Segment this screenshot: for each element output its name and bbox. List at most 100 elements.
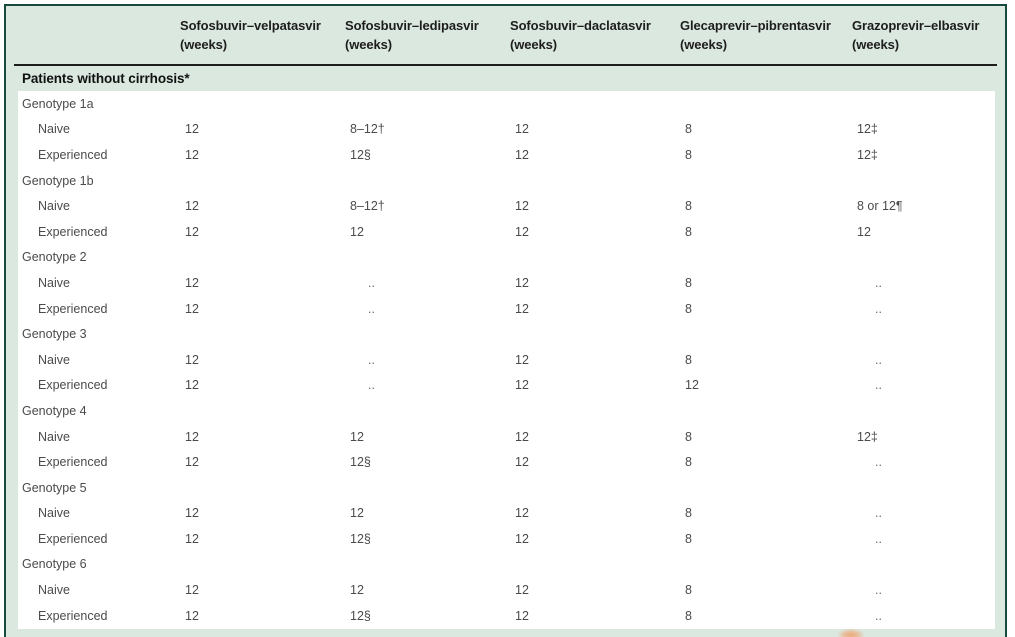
cell-value: 12§ — [350, 147, 371, 162]
cell-value: 12 — [515, 583, 529, 598]
genotype-group-row: Genotype 5 — [18, 475, 995, 501]
cell-value: 8 — [685, 275, 692, 290]
cell-value: 12 — [350, 506, 364, 521]
cell-value: 12 — [185, 147, 199, 162]
column-header-sofosbuvir-daclatasvir: Sofosbuvir–daclatasvir (weeks) — [510, 16, 680, 64]
table-row: Naive 12 12 12 8 12‡ — [18, 424, 995, 450]
genotype-group-label: Genotype 5 — [22, 480, 87, 495]
column-header-row: Sofosbuvir–velpatasvir (weeks) Sofosbuvi… — [6, 6, 1005, 64]
cell-value: 8 — [685, 583, 692, 598]
cell-value: 12 — [515, 455, 529, 470]
column-header-name: Sofosbuvir–ledipasvir — [345, 18, 479, 33]
row-label: Naive — [38, 506, 70, 521]
cell-value: 12 — [515, 147, 529, 162]
table-row: Naive 12 12 12 8.. — [18, 577, 995, 603]
cell-value: 12 — [185, 275, 199, 290]
column-header-unit: (weeks) — [180, 37, 227, 52]
cell-value: 12 — [515, 199, 529, 214]
cell-value: .. — [875, 378, 882, 393]
column-header-glecaprevir-pibrentasvir: Glecaprevir–pibrentasvir (weeks) — [680, 16, 852, 64]
cell-value: .. — [875, 531, 882, 546]
cell-value: .. — [875, 275, 882, 290]
table-row: Experienced 12 12§ 12 8.. — [18, 603, 995, 629]
column-header-sofosbuvir-velpatasvir: Sofosbuvir–velpatasvir (weeks) — [180, 16, 345, 64]
genotype-group-label: Genotype 4 — [22, 403, 87, 418]
cell-value: 12§ — [350, 531, 371, 546]
genotype-group-label: Genotype 6 — [22, 557, 87, 572]
table-row: Naive 12 8–12† 12 8 8 or 12¶ — [18, 193, 995, 219]
column-header-name: Sofosbuvir–daclatasvir — [510, 18, 651, 33]
genotype-group-label: Genotype 1a — [22, 96, 94, 111]
row-label: Naive — [38, 275, 70, 290]
cell-value: .. — [875, 301, 882, 316]
cell-value: 12 — [857, 224, 871, 239]
row-label: Experienced — [38, 147, 108, 162]
cell-value: 12 — [685, 378, 699, 393]
row-label: Experienced — [38, 224, 108, 239]
cell-value: 12 — [515, 122, 529, 137]
row-label: Experienced — [38, 378, 108, 393]
cell-value: 8 — [685, 147, 692, 162]
table-row: Experienced 12 12§ 12 8.. — [18, 449, 995, 475]
cell-value: 12 — [515, 378, 529, 393]
genotype-group-label: Genotype 2 — [22, 250, 87, 265]
cell-value: 12 — [185, 583, 199, 598]
table-frame: Sofosbuvir–velpatasvir (weeks) Sofosbuvi… — [4, 4, 1007, 637]
cell-value: 12 — [185, 224, 199, 239]
cell-value: 8 — [685, 455, 692, 470]
table-row: Experienced 12.. 12 12.. — [18, 373, 995, 399]
cell-value: 12 — [185, 378, 199, 393]
row-label: Experienced — [38, 531, 108, 546]
cell-value: 12 — [350, 224, 364, 239]
cell-value: 12 — [515, 301, 529, 316]
cell-value: 12 — [515, 608, 529, 623]
cell-value: .. — [368, 275, 375, 290]
genotype-group-row: Genotype 3 — [18, 321, 995, 347]
table-row: Naive 12.. 12 8.. — [18, 347, 995, 373]
genotype-group-label: Genotype 1b — [22, 173, 94, 188]
table-row: Naive 12.. 12 8.. — [18, 270, 995, 296]
genotype-group-row: Genotype 2 — [18, 245, 995, 271]
artifact-orange-mark — [838, 629, 864, 637]
cell-value: 8 — [685, 531, 692, 546]
cell-value: 8 — [685, 352, 692, 367]
cell-value: 12 — [515, 352, 529, 367]
table-row: Naive 12 12 12 8.. — [18, 501, 995, 527]
cell-value: .. — [368, 378, 375, 393]
section-header: Patients without cirrhosis* — [6, 66, 1005, 91]
cell-value: 12 — [185, 352, 199, 367]
column-header-name: Grazoprevir–elbasvir — [852, 18, 980, 33]
column-header-sofosbuvir-ledipasvir: Sofosbuvir–ledipasvir (weeks) — [345, 16, 510, 64]
cell-value: 12 — [185, 531, 199, 546]
genotype-group-row: Genotype 1a — [18, 91, 995, 117]
column-header-empty — [18, 16, 180, 64]
column-header-grazoprevir-elbasvir: Grazoprevir–elbasvir (weeks) — [852, 16, 1005, 64]
cell-value: 12 — [515, 275, 529, 290]
cell-value: 12 — [185, 122, 199, 137]
row-label: Experienced — [38, 455, 108, 470]
table-row: Naive 12 8–12† 12 8 12‡ — [18, 117, 995, 143]
row-label: Naive — [38, 352, 70, 367]
column-header-name: Sofosbuvir–velpatasvir — [180, 18, 321, 33]
column-header-unit: (weeks) — [680, 37, 727, 52]
table-row: Experienced 12 12 12 8 12 — [18, 219, 995, 245]
header-rule — [14, 64, 997, 66]
cell-value: 12 — [515, 531, 529, 546]
cell-value: 12§ — [350, 455, 371, 470]
cell-value: 12 — [515, 429, 529, 444]
section-header-label: Patients without cirrhosis* — [22, 71, 190, 86]
cell-value: .. — [368, 301, 375, 316]
cell-value: 12 — [185, 199, 199, 214]
column-header-unit: (weeks) — [852, 37, 899, 52]
cell-value: 12 — [185, 506, 199, 521]
genotype-group-row: Genotype 1b — [18, 168, 995, 194]
cell-value: 12‡ — [857, 147, 878, 162]
cell-value: .. — [875, 608, 882, 623]
table-row: Experienced 12 12§ 12 8.. — [18, 526, 995, 552]
cell-value: 8 — [685, 224, 692, 239]
cell-value: 8 — [685, 608, 692, 623]
cell-value: 8 — [685, 301, 692, 316]
cell-value: .. — [875, 506, 882, 521]
genotype-group-row: Genotype 6 — [18, 552, 995, 578]
